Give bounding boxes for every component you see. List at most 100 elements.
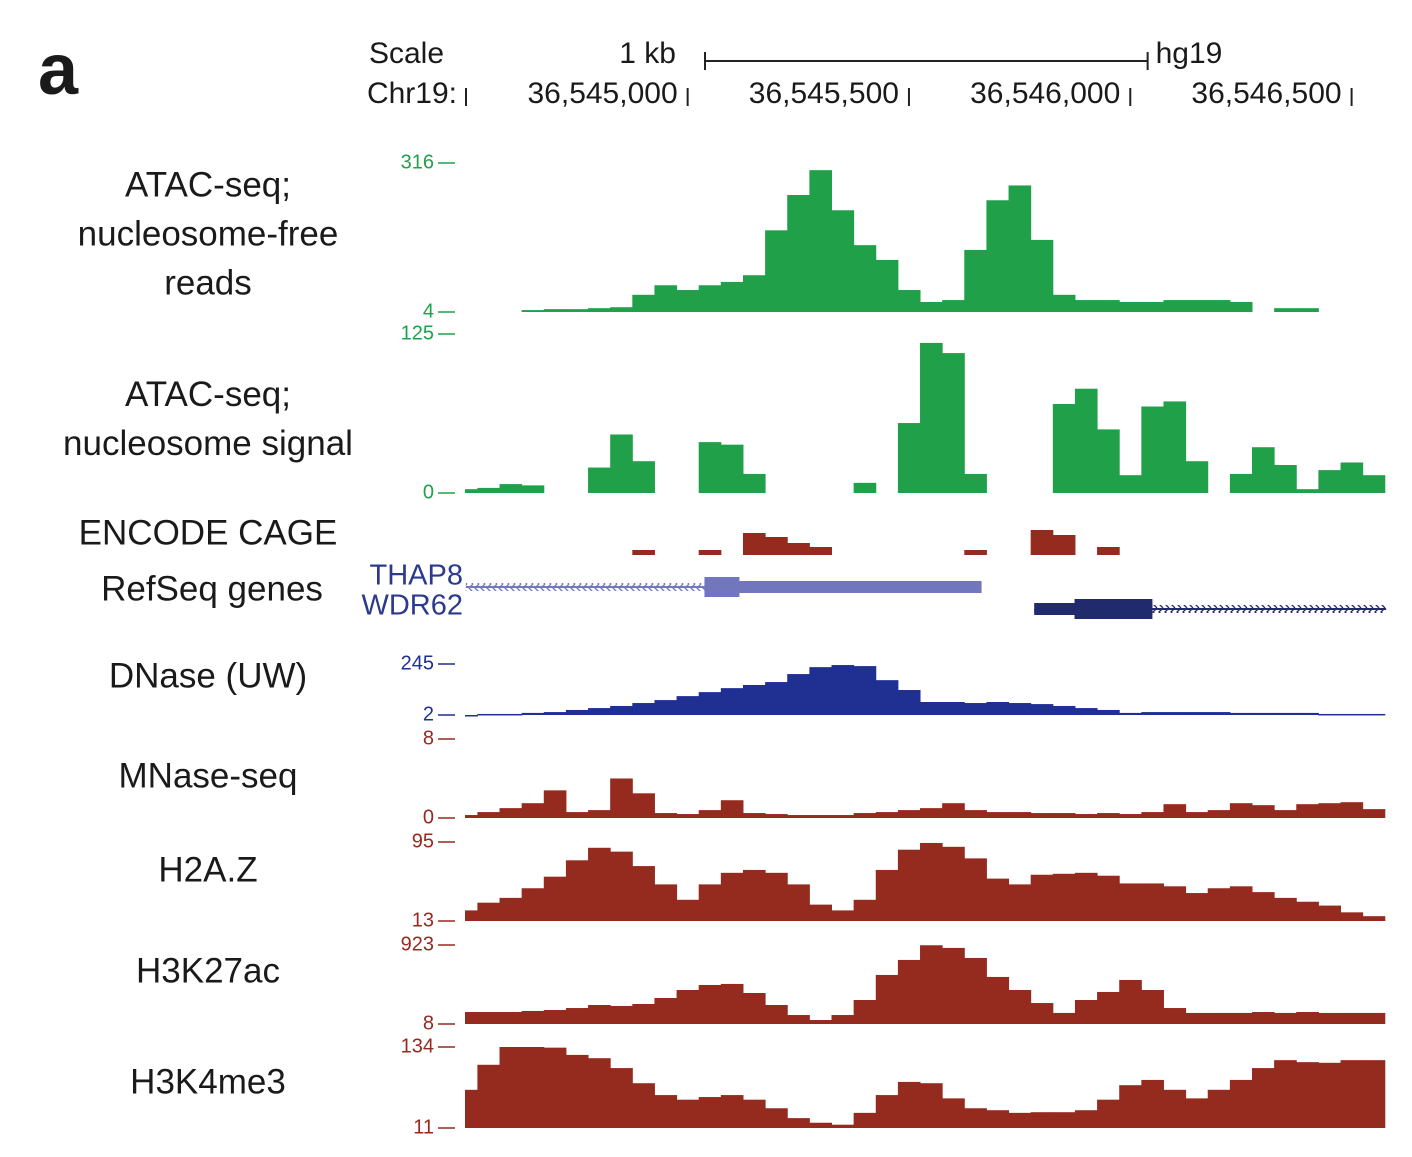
signal-bar (1074, 999, 1098, 1024)
signal-bar (920, 1083, 943, 1128)
signal-bar (964, 858, 987, 921)
signal-bar (942, 300, 965, 312)
signal-bar (654, 1095, 678, 1128)
signal-bar (632, 294, 655, 312)
signal-bar (521, 803, 545, 818)
signal-bar (1074, 708, 1098, 715)
signal-bar (588, 308, 611, 312)
signal-bar (698, 884, 722, 921)
signal-bar (521, 888, 545, 921)
y-tick-label: 245 (401, 652, 434, 674)
signal-bar (875, 869, 899, 921)
signal-bar (1229, 886, 1253, 921)
signal-bar (632, 793, 655, 818)
signal-bar (1074, 388, 1098, 493)
gene-coding (1074, 599, 1153, 619)
signal-bar (1097, 547, 1120, 555)
signal-bar (964, 957, 987, 1024)
signal-bar (543, 1047, 567, 1128)
signal-bar (942, 353, 965, 493)
signal-bar (1008, 703, 1032, 715)
signal-bar (676, 1099, 700, 1128)
y-tick-label: 0 (423, 481, 434, 503)
signal-bar (765, 814, 788, 818)
track-label: H2A.Z (158, 850, 257, 889)
signal-bar (1097, 300, 1120, 312)
signal-bar (676, 696, 700, 715)
signal-bar (920, 301, 943, 312)
y-tick-label: 125 (401, 322, 434, 344)
signal-bar (565, 860, 589, 921)
signal-bar (897, 959, 921, 1024)
track-label: reads (164, 263, 252, 302)
signal-bar (1141, 712, 1164, 715)
signal-bar (831, 1124, 855, 1128)
signal-bar (897, 849, 921, 921)
signal-bar (499, 1047, 523, 1128)
signal-bar (986, 976, 1010, 1024)
signal-bar (521, 712, 545, 715)
signal-bar (521, 485, 545, 493)
signal-bar (1185, 1012, 1209, 1024)
signal-bar (1251, 1011, 1275, 1024)
signal-bar (632, 703, 655, 715)
signal-bar (1340, 912, 1364, 921)
signal-bar (1185, 712, 1209, 715)
signal-bar (654, 998, 678, 1024)
signal-bar (1163, 886, 1187, 921)
scale-bar-label: 1 kb (619, 37, 676, 70)
signal-bar (986, 812, 1010, 818)
signal-bar (465, 489, 478, 493)
signal-bar (1318, 1012, 1342, 1024)
x-tick-label: 36,546,500 (1191, 77, 1341, 110)
signal-bar (654, 884, 678, 921)
signal-bar (499, 484, 523, 493)
y-tick-label: 923 (401, 933, 434, 955)
signal-bar (1008, 884, 1032, 921)
signal-bar (920, 342, 943, 493)
signal-bar (897, 290, 921, 312)
signal-bar (1296, 308, 1319, 312)
signal-bar (853, 1112, 877, 1128)
signal-bar (543, 790, 567, 818)
signal-bar (698, 984, 722, 1024)
signal-bar (720, 281, 744, 312)
signal-bar (1119, 475, 1142, 493)
signal-bar (1141, 1079, 1164, 1128)
signal-bar (1030, 874, 1054, 921)
signal-bar (610, 434, 633, 493)
signal-bar (787, 1015, 810, 1024)
signal-bar (588, 708, 611, 715)
signal-bar (543, 876, 567, 921)
signal-bar (1340, 802, 1364, 818)
signal-bar (465, 1011, 478, 1024)
signal-bar (875, 812, 899, 818)
signal-bar (588, 1058, 611, 1128)
signal-bar (1318, 713, 1342, 716)
signal-bar (1008, 1112, 1032, 1128)
signal-bar (610, 307, 633, 312)
signal-bar (1163, 1089, 1187, 1128)
signal-bar (1052, 294, 1076, 312)
assembly-label: hg19 (1156, 37, 1223, 70)
signal-bar (1052, 1012, 1076, 1024)
signal-bar (465, 715, 478, 717)
x-axis-label: Chr19: (367, 77, 457, 110)
track-label: ATAC-seq; (125, 375, 291, 414)
track-label: H3K4me3 (130, 1062, 286, 1101)
signal-bar (477, 1064, 501, 1128)
signal-bar (1229, 1012, 1253, 1024)
signal-bar (787, 1118, 810, 1128)
signal-bar (831, 910, 855, 921)
signal-bar (565, 709, 589, 715)
signal-bar (1185, 1098, 1209, 1128)
signal-bar (1163, 712, 1187, 715)
x-tick-label: 36,545,500 (749, 77, 899, 110)
signal-bar (942, 701, 965, 715)
signal-bar (588, 847, 611, 921)
signal-bar (1251, 1068, 1275, 1128)
signal-bar (1296, 901, 1319, 921)
signal-bar (543, 309, 567, 312)
signal-bar (1207, 1089, 1231, 1128)
signal-bar (765, 682, 788, 715)
